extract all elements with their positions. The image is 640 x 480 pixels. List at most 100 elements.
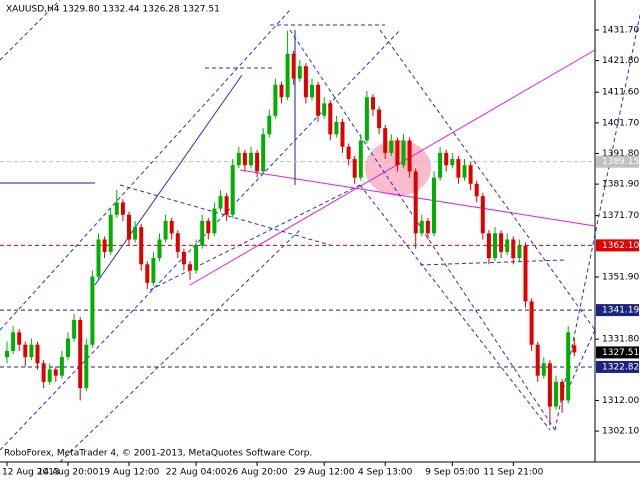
- x-tick-label: 22 Aug 04:00: [166, 468, 227, 478]
- y-tick-label: 1401.70: [602, 118, 639, 128]
- channel-line: [0, 29, 401, 451]
- candle-body: [11, 332, 16, 351]
- y-tick-label: 1312.00: [602, 396, 639, 406]
- candle-body: [102, 239, 107, 252]
- candle-body: [41, 363, 46, 382]
- candle-body: [23, 344, 28, 358]
- candle-body: [468, 165, 473, 184]
- level-label: 1389.15: [602, 157, 639, 167]
- candle-body: [480, 196, 485, 234]
- channel-line: [0, 0, 61, 61]
- x-tick-label: 19 Aug 12:00: [99, 468, 160, 478]
- candle-body: [328, 103, 333, 135]
- candle-body: [114, 202, 119, 215]
- candle-body: [322, 103, 327, 116]
- candle-body: [84, 344, 89, 389]
- x-tick-label: 9 Sep 05:00: [425, 468, 480, 478]
- channel-line: [359, 184, 551, 431]
- candle-body: [486, 233, 491, 259]
- axes: 1431.70 1421.80 1411.60 1401.70 1391.80 1381.…: [2, 26, 639, 478]
- trend-line: [189, 49, 596, 286]
- candle-body: [407, 140, 412, 172]
- candle-body: [212, 208, 217, 234]
- candle-body: [120, 202, 125, 215]
- candle-body: [517, 245, 522, 259]
- candle-body: [291, 53, 296, 79]
- trend-line: [94, 74, 243, 286]
- candle-body: [181, 251, 186, 265]
- y-tick-label: 1302.10: [602, 427, 639, 437]
- candle-body: [554, 381, 558, 407]
- candle-body: [218, 196, 223, 209]
- candle-body: [188, 264, 192, 271]
- candle-body: [383, 128, 388, 153]
- level-label-box: [596, 155, 639, 168]
- candle-body: [371, 97, 375, 110]
- y-tick-label: 1431.70: [602, 26, 639, 36]
- candle-body: [285, 53, 290, 98]
- candle-body: [236, 152, 241, 166]
- candle-body: [450, 159, 455, 166]
- candle-body: [139, 227, 144, 265]
- candle-body: [17, 332, 22, 345]
- candle-body: [566, 332, 571, 401]
- x-tick-label: 4 Sep 13:00: [358, 468, 413, 478]
- x-tick-label: 14 Aug 20:00: [38, 468, 99, 478]
- y-tick-label: 1331.80: [602, 335, 639, 345]
- candle-body: [456, 159, 461, 178]
- candle-body: [249, 152, 253, 166]
- candle-body: [535, 344, 540, 376]
- candle-body: [169, 220, 174, 234]
- candle-body: [157, 239, 162, 259]
- candle-body: [78, 319, 83, 389]
- candle-body: [432, 177, 436, 234]
- level-label: 1322.82: [602, 362, 639, 372]
- candle-body: [541, 363, 546, 376]
- candle-body: [438, 152, 443, 178]
- candle-body: [145, 264, 150, 283]
- candle-body: [358, 140, 363, 178]
- candle-body: [511, 239, 516, 259]
- y-tick-label: 1351.90: [602, 272, 639, 282]
- candle-body: [389, 140, 394, 153]
- level-label-box: [596, 239, 639, 252]
- candle-body: [194, 245, 199, 271]
- y-tick-label: 1421.80: [602, 56, 639, 66]
- x-tick-label: 29 Aug 12:00: [294, 468, 355, 478]
- candle-body: [35, 344, 40, 364]
- candle-body: [133, 227, 138, 240]
- candle-body: [316, 84, 321, 116]
- candle-body: [499, 233, 504, 252]
- candle-body: [230, 165, 235, 215]
- candle-body: [267, 115, 272, 135]
- candle-body: [346, 146, 351, 160]
- candle-body: [59, 357, 64, 376]
- candle-body: [425, 220, 430, 234]
- candle-body: [547, 363, 552, 407]
- candle-body: [401, 140, 406, 166]
- candle-body: [523, 245, 528, 302]
- candle-body: [175, 233, 180, 252]
- candle-body: [127, 214, 131, 240]
- candle-body: [96, 239, 101, 277]
- candle-body: [242, 152, 247, 166]
- candle-body: [261, 134, 266, 172]
- candle-body: [72, 319, 77, 339]
- candles: [5, 30, 577, 426]
- candle-body: [273, 84, 278, 116]
- candle-body: [255, 152, 260, 172]
- level-label-box: [596, 360, 639, 373]
- candle-body: [419, 220, 424, 234]
- x-tick-label: 26 Aug 20:00: [227, 468, 288, 478]
- level-label: 1362.10: [602, 241, 639, 251]
- x-tick-label: 12 Aug 2013: [2, 468, 60, 478]
- candle-body: [413, 171, 418, 234]
- x-tick-label: 11 Sep 21:00: [483, 468, 543, 478]
- candle-body: [334, 121, 339, 135]
- candle-body: [493, 233, 497, 259]
- candle-body: [163, 220, 168, 240]
- candle-body: [303, 66, 308, 98]
